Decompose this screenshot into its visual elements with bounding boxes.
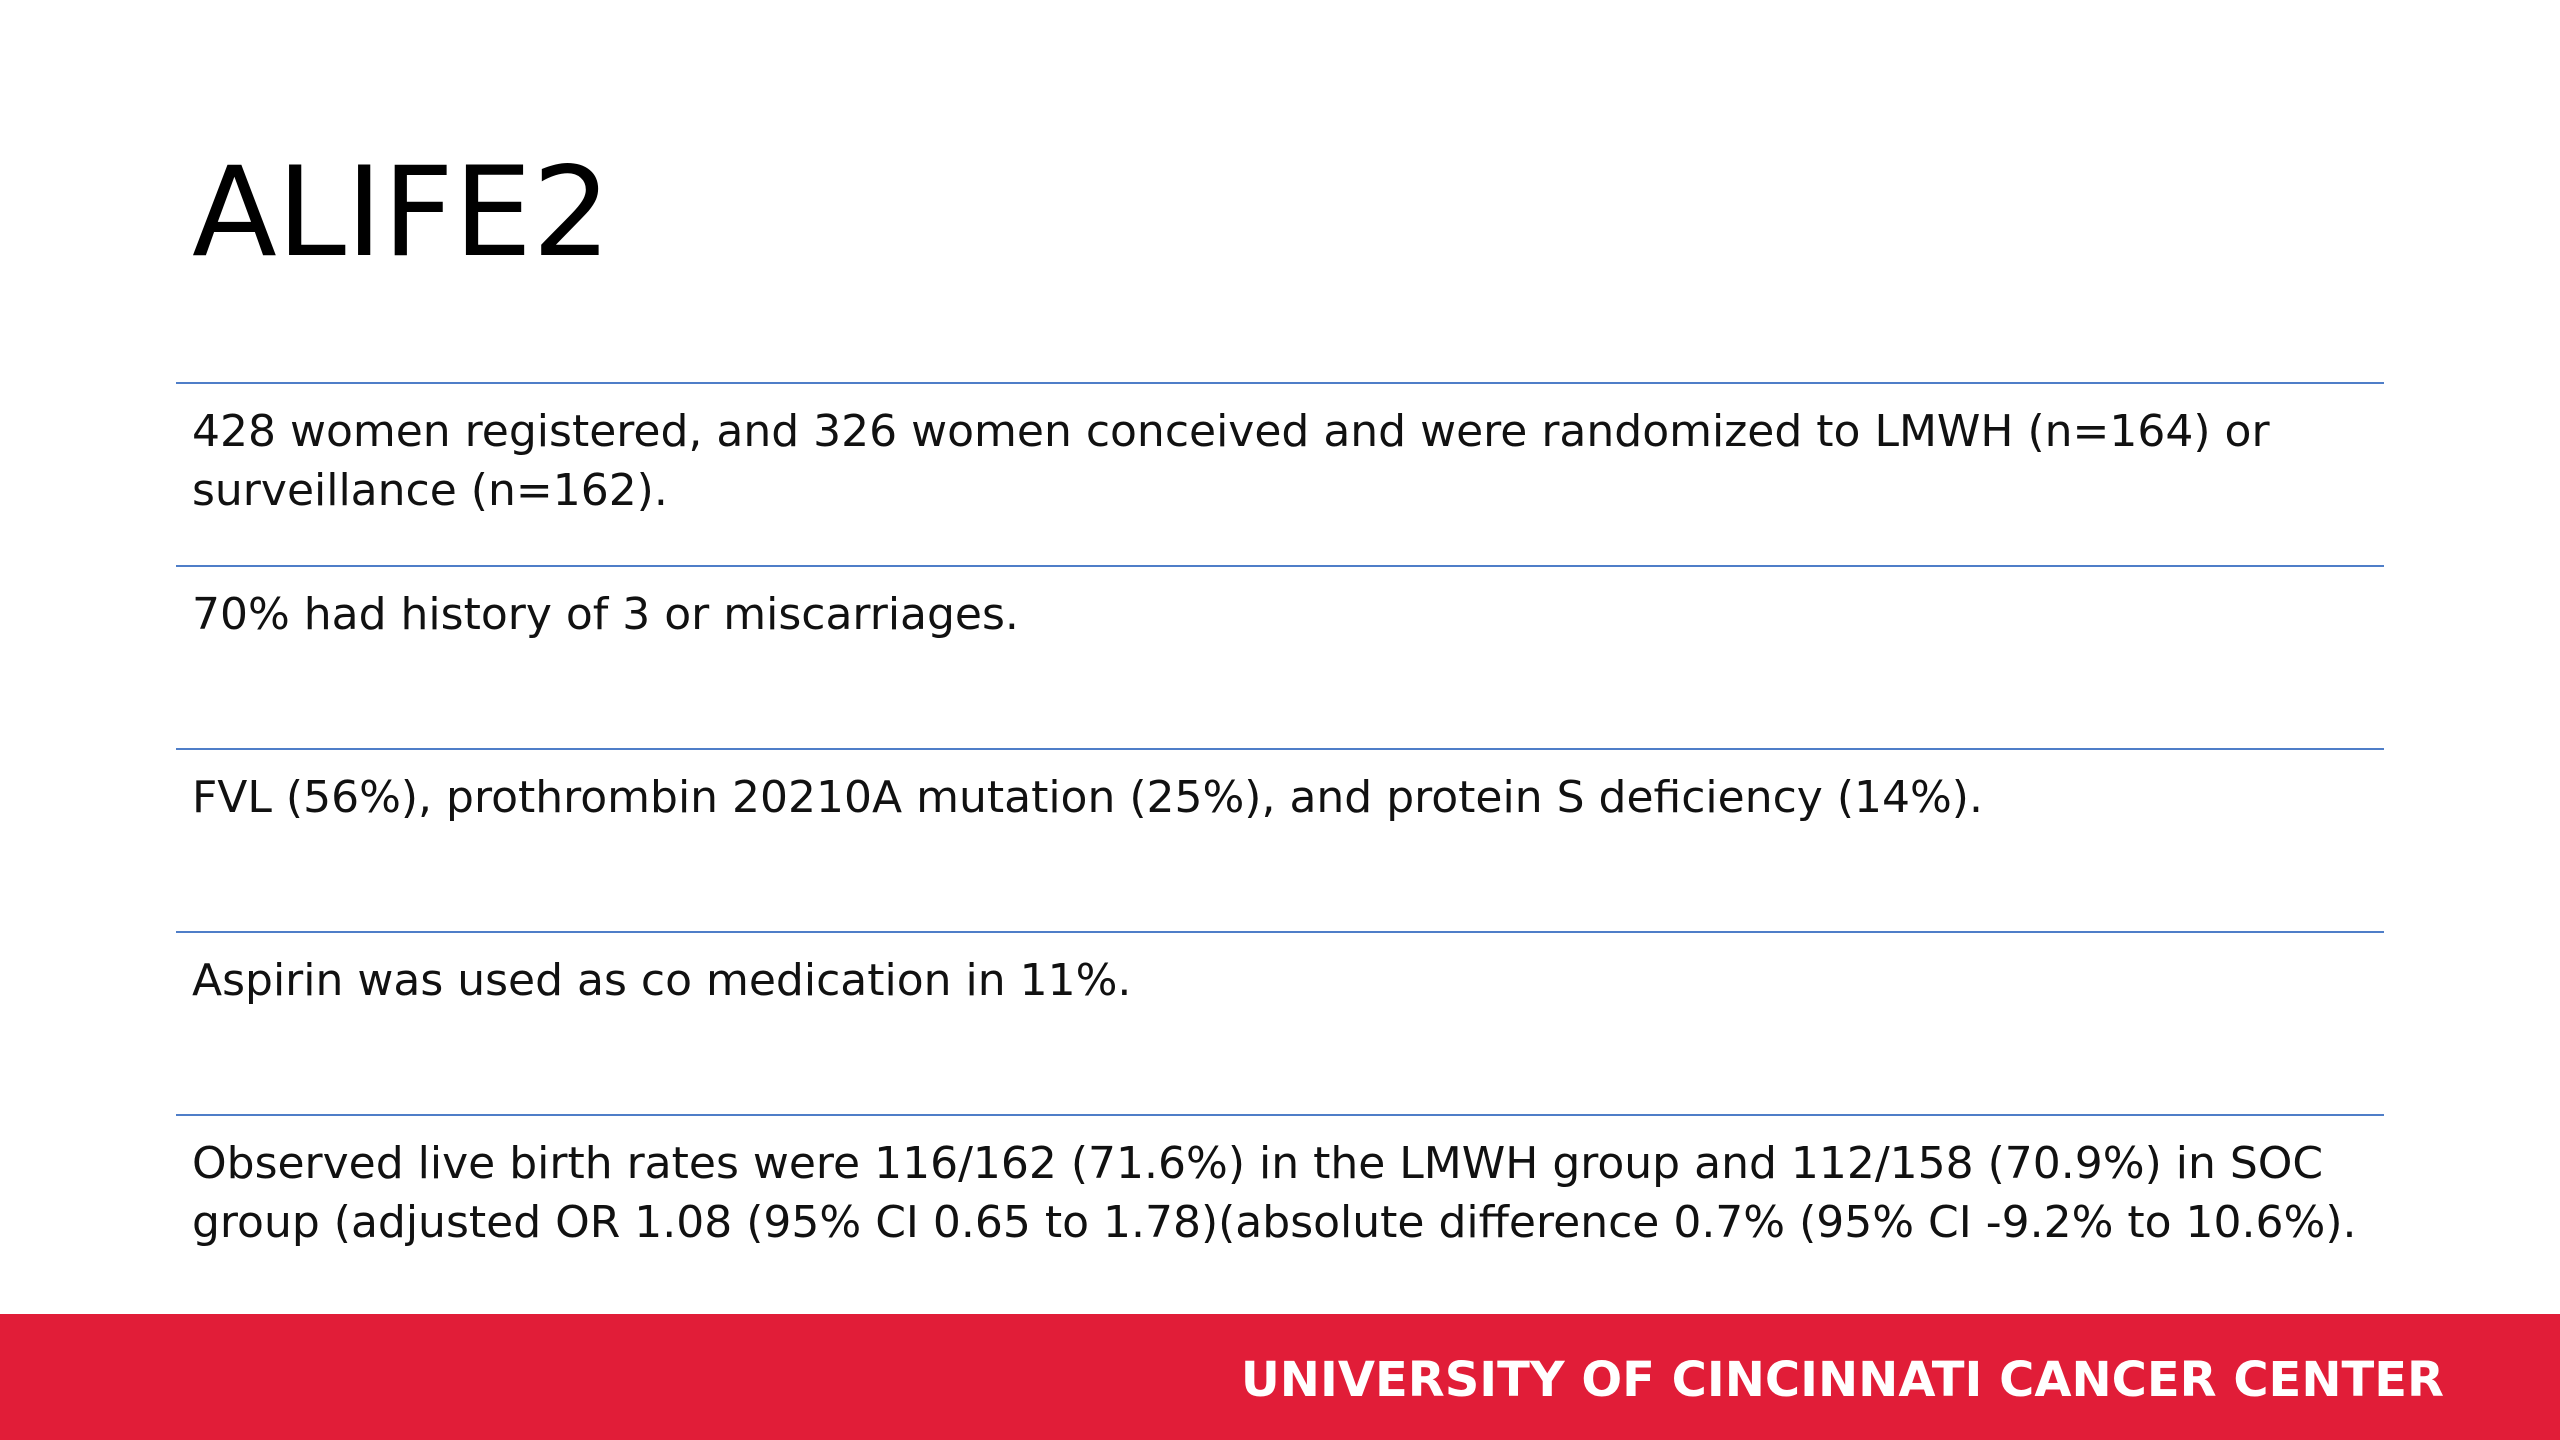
- bullet-list: 428 women registered, and 326 women conc…: [176, 382, 2384, 1297]
- list-item: Aspirin was used as co medication in 11%…: [176, 931, 2384, 1114]
- list-item-text: Aspirin was used as co medication in 11%…: [192, 955, 1132, 1006]
- list-item: 428 women registered, and 326 women conc…: [176, 382, 2384, 565]
- list-item-text: Observed live birth rates were 116/162 (…: [192, 1138, 2357, 1248]
- list-item-text: FVL (56%), prothrombin 20210A mutation (…: [192, 772, 1983, 823]
- list-item: 70% had history of 3 or miscarriages.: [176, 565, 2384, 748]
- list-item: Observed live birth rates were 116/162 (…: [176, 1114, 2384, 1297]
- slide-title: ALIFE2: [192, 141, 612, 285]
- list-item-text: 70% had history of 3 or miscarriages.: [192, 589, 1019, 640]
- list-item: FVL (56%), prothrombin 20210A mutation (…: [176, 748, 2384, 931]
- footer-logo-text: UNIVERSITY OF CINCINNATI CANCER CENTER: [1240, 1352, 2444, 1408]
- footer-bar: UNIVERSITY OF CINCINNATI CANCER CENTER: [0, 1314, 2560, 1440]
- list-item-text: 428 women registered, and 326 women conc…: [192, 406, 2270, 516]
